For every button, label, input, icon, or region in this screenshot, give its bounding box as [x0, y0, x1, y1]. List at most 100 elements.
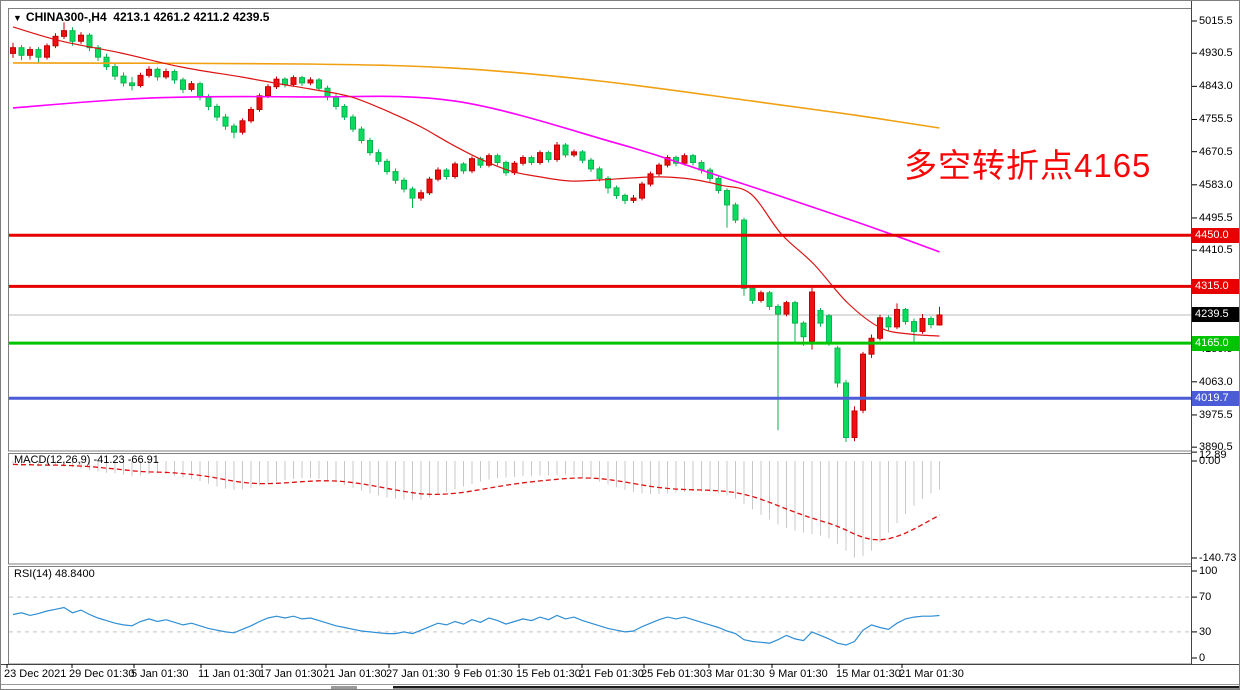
- candle: [851, 410, 858, 438]
- candle: [843, 382, 849, 438]
- candle: [78, 34, 84, 42]
- candle: [783, 302, 790, 315]
- candle: [333, 96, 339, 107]
- candle: [681, 155, 688, 164]
- candle: [562, 144, 569, 156]
- candle: [647, 173, 654, 185]
- price-axis-tick-label: 4755.5: [1199, 113, 1233, 125]
- candle: [231, 125, 237, 133]
- candle: [596, 168, 603, 179]
- candle: [622, 194, 628, 201]
- candle: [299, 77, 305, 84]
- candle: [401, 179, 407, 190]
- candle: [664, 157, 671, 166]
- candle: [749, 287, 756, 301]
- rsi-line: [12, 606, 940, 646]
- candle: [86, 34, 93, 49]
- rsi-indicator-label: RSI(14) 48.8400: [14, 568, 95, 580]
- candle: [265, 86, 271, 97]
- level-price-badge: 4165.0: [1192, 336, 1239, 351]
- candle: [817, 310, 824, 324]
- candle: [792, 302, 798, 324]
- annotation-text[interactable]: 多空转折点4165: [904, 147, 1152, 184]
- time-axis-label: 5 Jan 01:30: [131, 668, 189, 680]
- candle: [154, 68, 161, 78]
- price-axis-tick-label: 5015.5: [1199, 15, 1233, 27]
- ma-fast-red: [12, 26, 940, 337]
- candle: [639, 183, 645, 199]
- time-axis-label: 11 Jan 01:30: [198, 668, 261, 680]
- candle: [435, 169, 441, 180]
- price-axis-tick-label: 4670.5: [1199, 146, 1233, 158]
- candle: [452, 163, 458, 177]
- ma-slow-orange: [12, 62, 940, 129]
- chart-title: ▼ CHINA300-,H4 4213.1 4261.2 4211.2 4239.…: [13, 10, 269, 24]
- level-price-badge: 4019.7: [1192, 391, 1239, 406]
- price-axis-tick-label: 3890.5: [1199, 441, 1233, 453]
- candle: [248, 108, 254, 122]
- rsi-axis-tick-label: 30: [1199, 626, 1212, 638]
- candle: [775, 305, 781, 315]
- candle: [367, 140, 373, 154]
- candle: [834, 347, 841, 384]
- time-axis-label: 9 Mar 01:30: [769, 668, 828, 680]
- symbol-timeframe-label: CHINA300-,H4: [25, 10, 107, 24]
- price-axis-tick-label: 4583.0: [1199, 179, 1233, 191]
- symbol-dropdown-icon[interactable]: ▼: [13, 13, 22, 23]
- candle: [239, 120, 246, 133]
- candle: [103, 56, 110, 68]
- candle: [180, 79, 186, 90]
- candle: [732, 204, 739, 221]
- time-axis-label: 21 Jan 01:30: [323, 668, 387, 680]
- candle: [222, 116, 229, 127]
- price-axis-tick-label: 4410.5: [1199, 244, 1233, 256]
- candle: [919, 318, 926, 332]
- time-axis-label: 15 Feb 01:30: [516, 668, 581, 680]
- macd-axis-tick-label: 0.00: [1199, 455, 1221, 467]
- candle: [724, 190, 730, 206]
- candle: [860, 353, 866, 411]
- candle: [171, 71, 178, 81]
- candle: [52, 35, 59, 47]
- candle: [809, 291, 815, 342]
- candle: [409, 188, 416, 199]
- candle: [384, 160, 390, 173]
- candle: [341, 105, 348, 118]
- price-axis-tick-label: 4930.5: [1199, 47, 1233, 59]
- candle: [69, 30, 76, 42]
- time-axis-label: 21 Feb 01:30: [579, 668, 644, 680]
- candle: [554, 144, 560, 160]
- h-scrollbar-thumb[interactable]: [393, 686, 1239, 689]
- level-price-badge: 4450.0: [1192, 228, 1239, 243]
- candle: [316, 79, 322, 89]
- candle: [375, 152, 382, 162]
- candle: [826, 315, 832, 344]
- rsi-axis-tick-label: 70: [1199, 591, 1212, 603]
- macd-axis-tick-label: -140.73: [1199, 552, 1237, 564]
- price-axis-tick-label: 4843.0: [1199, 80, 1233, 92]
- h-scrollbar-track[interactable]: [331, 686, 357, 689]
- candle: [282, 78, 288, 85]
- candle: [503, 161, 509, 174]
- candle: [537, 152, 543, 163]
- candle: [205, 96, 212, 107]
- candle: [358, 128, 365, 142]
- candle: [392, 171, 399, 181]
- candle: [163, 71, 169, 78]
- macd-signal-line: [12, 463, 940, 541]
- candle: [214, 105, 220, 118]
- ohlc-values-label: 4213.1 4261.2 4211.2 4239.5: [113, 10, 270, 24]
- candle: [766, 292, 773, 307]
- candle: [545, 152, 552, 160]
- candle: [256, 95, 263, 110]
- candle: [18, 47, 25, 56]
- candle: [460, 163, 467, 172]
- candle: [137, 74, 144, 87]
- candle: [188, 83, 195, 90]
- candle: [800, 322, 807, 338]
- time-axis-label: 23 Dec 2021: [4, 668, 67, 680]
- macd-indicator-label: MACD(12,26,9) -41.23 -66.91: [14, 454, 159, 466]
- candle: [469, 158, 475, 172]
